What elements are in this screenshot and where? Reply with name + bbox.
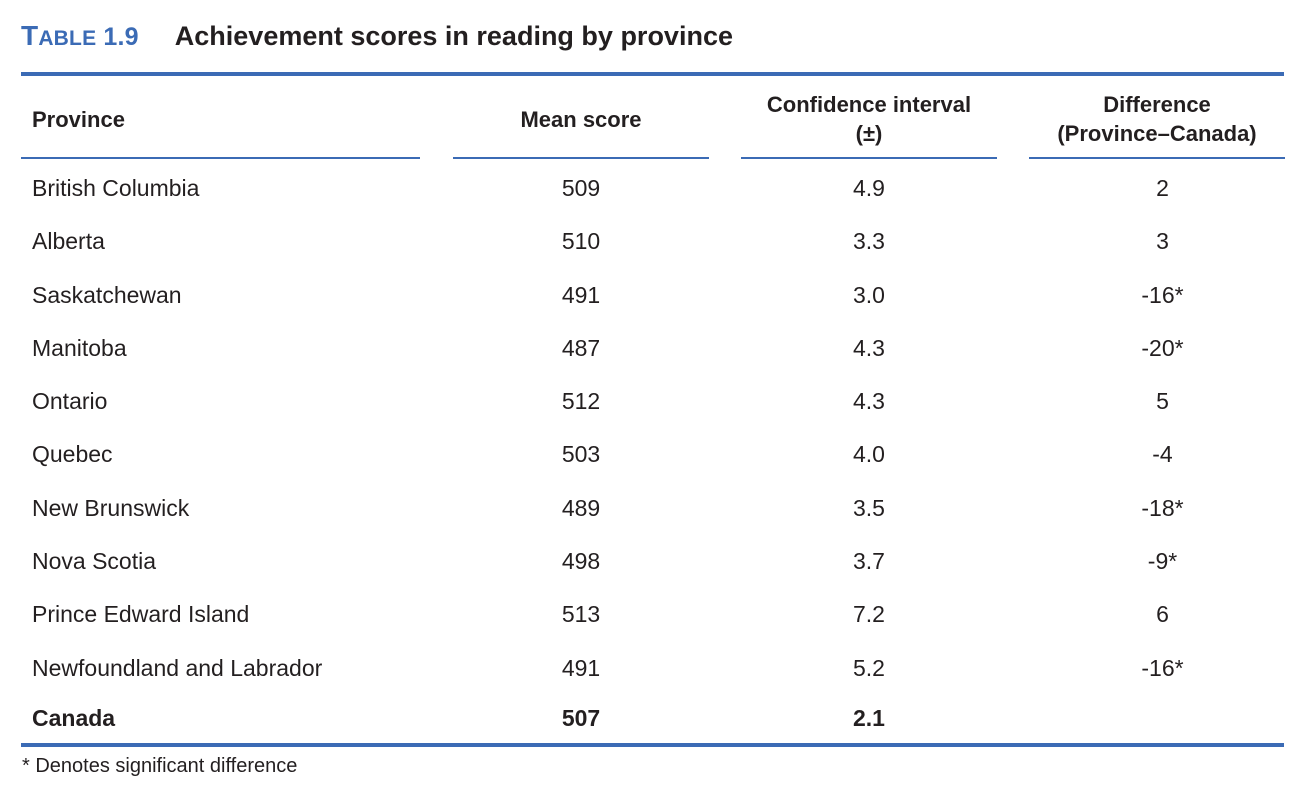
table-row: Newfoundland and Labrador 491 5.2 -16* bbox=[0, 648, 1310, 701]
cell-province: Quebec bbox=[32, 441, 113, 468]
header-province: Province bbox=[32, 107, 125, 132]
table-row: Ontario 512 4.3 5 bbox=[0, 381, 1310, 434]
cell-ci: 4.9 bbox=[853, 175, 885, 201]
cell-province: Newfoundland and Labrador bbox=[32, 654, 323, 681]
cell-province: Prince Edward Island bbox=[32, 601, 250, 628]
cell-ci: 3.5 bbox=[853, 494, 885, 521]
cell-ci: 3.3 bbox=[853, 228, 885, 255]
header-difference: Difference (Province–Canada) bbox=[1057, 92, 1257, 146]
cell-ci: 5.2 bbox=[853, 654, 885, 681]
header-rule-province bbox=[21, 157, 420, 159]
cell-province: British Columbia bbox=[32, 175, 200, 201]
cell-ci: 4.0 bbox=[853, 441, 885, 468]
cell-province: Saskatchewan bbox=[32, 281, 182, 308]
cell-diff: 5 bbox=[1156, 388, 1169, 415]
cell-ci: 4.3 bbox=[853, 388, 885, 415]
cell-diff: -16* bbox=[1141, 654, 1184, 681]
table-number: TABLE 1.9 bbox=[21, 20, 139, 51]
cell-province: Nova Scotia bbox=[32, 548, 157, 575]
bottom-rule bbox=[21, 743, 1284, 747]
cell-mean: 491 bbox=[561, 281, 601, 308]
table-row: Manitoba 487 4.3 -20* bbox=[0, 328, 1310, 381]
table-row: Nova Scotia 498 3.7 -9* bbox=[0, 541, 1310, 594]
cell-province: Ontario bbox=[32, 388, 108, 415]
cell-diff: -9* bbox=[1147, 548, 1178, 575]
cell-province: Canada bbox=[32, 705, 116, 731]
cell-ci: 3.7 bbox=[853, 548, 885, 575]
cell-ci: 4.3 bbox=[853, 334, 885, 361]
header-confidence-interval: Confidence interval (±) bbox=[766, 92, 972, 146]
table-row: Quebec 503 4.0 -4 bbox=[0, 434, 1310, 487]
cell-mean: 491 bbox=[561, 654, 601, 681]
header-rule-diff bbox=[1029, 157, 1285, 159]
cell-mean: 503 bbox=[561, 441, 601, 468]
cell-diff: -16* bbox=[1141, 281, 1184, 308]
cell-mean: 498 bbox=[561, 548, 601, 575]
cell-diff: -20* bbox=[1141, 334, 1184, 361]
table-row: British Columbia 509 4.9 2 bbox=[0, 168, 1310, 221]
table-row: Alberta 510 3.3 3 bbox=[0, 221, 1310, 274]
cell-diff: -4 bbox=[1152, 441, 1173, 468]
cell-diff: 2 bbox=[1156, 175, 1169, 201]
cell-mean: 510 bbox=[561, 228, 601, 255]
header-rule-ci bbox=[741, 157, 997, 159]
table-body: British Columbia 509 4.9 2 Alberta 510 3… bbox=[0, 168, 1310, 701]
table-row-total: Canada 507 2.1 bbox=[0, 704, 1310, 734]
cell-ci: 3.0 bbox=[853, 281, 885, 308]
cell-mean: 512 bbox=[561, 388, 601, 415]
footnote: * Denotes significant difference bbox=[22, 755, 298, 777]
cell-diff: 3 bbox=[1156, 228, 1169, 255]
cell-ci: 7.2 bbox=[853, 601, 885, 628]
table-row: Prince Edward Island 513 7.2 6 bbox=[0, 594, 1310, 647]
top-rule bbox=[21, 72, 1284, 76]
cell-diff: 6 bbox=[1156, 601, 1169, 628]
cell-province: Alberta bbox=[32, 228, 105, 255]
cell-diff: -18* bbox=[1141, 494, 1184, 521]
cell-province: New Brunswick bbox=[32, 494, 190, 521]
cell-province: Manitoba bbox=[32, 334, 127, 361]
cell-mean: 507 bbox=[561, 705, 601, 731]
table-title: TABLE 1.9 Achievement scores in reading … bbox=[21, 20, 733, 54]
cell-mean: 487 bbox=[561, 334, 601, 361]
header-mean-score: Mean score bbox=[520, 107, 642, 132]
cell-mean: 513 bbox=[561, 601, 601, 628]
table-row: New Brunswick 489 3.5 -18* bbox=[0, 488, 1310, 541]
cell-mean: 489 bbox=[561, 494, 601, 521]
cell-mean: 509 bbox=[561, 175, 601, 201]
cell-ci: 2.1 bbox=[853, 705, 885, 731]
header-rule-mean bbox=[453, 157, 709, 159]
table-caption: Achievement scores in reading by provinc… bbox=[174, 21, 733, 51]
table-row: Saskatchewan 491 3.0 -16* bbox=[0, 275, 1310, 328]
